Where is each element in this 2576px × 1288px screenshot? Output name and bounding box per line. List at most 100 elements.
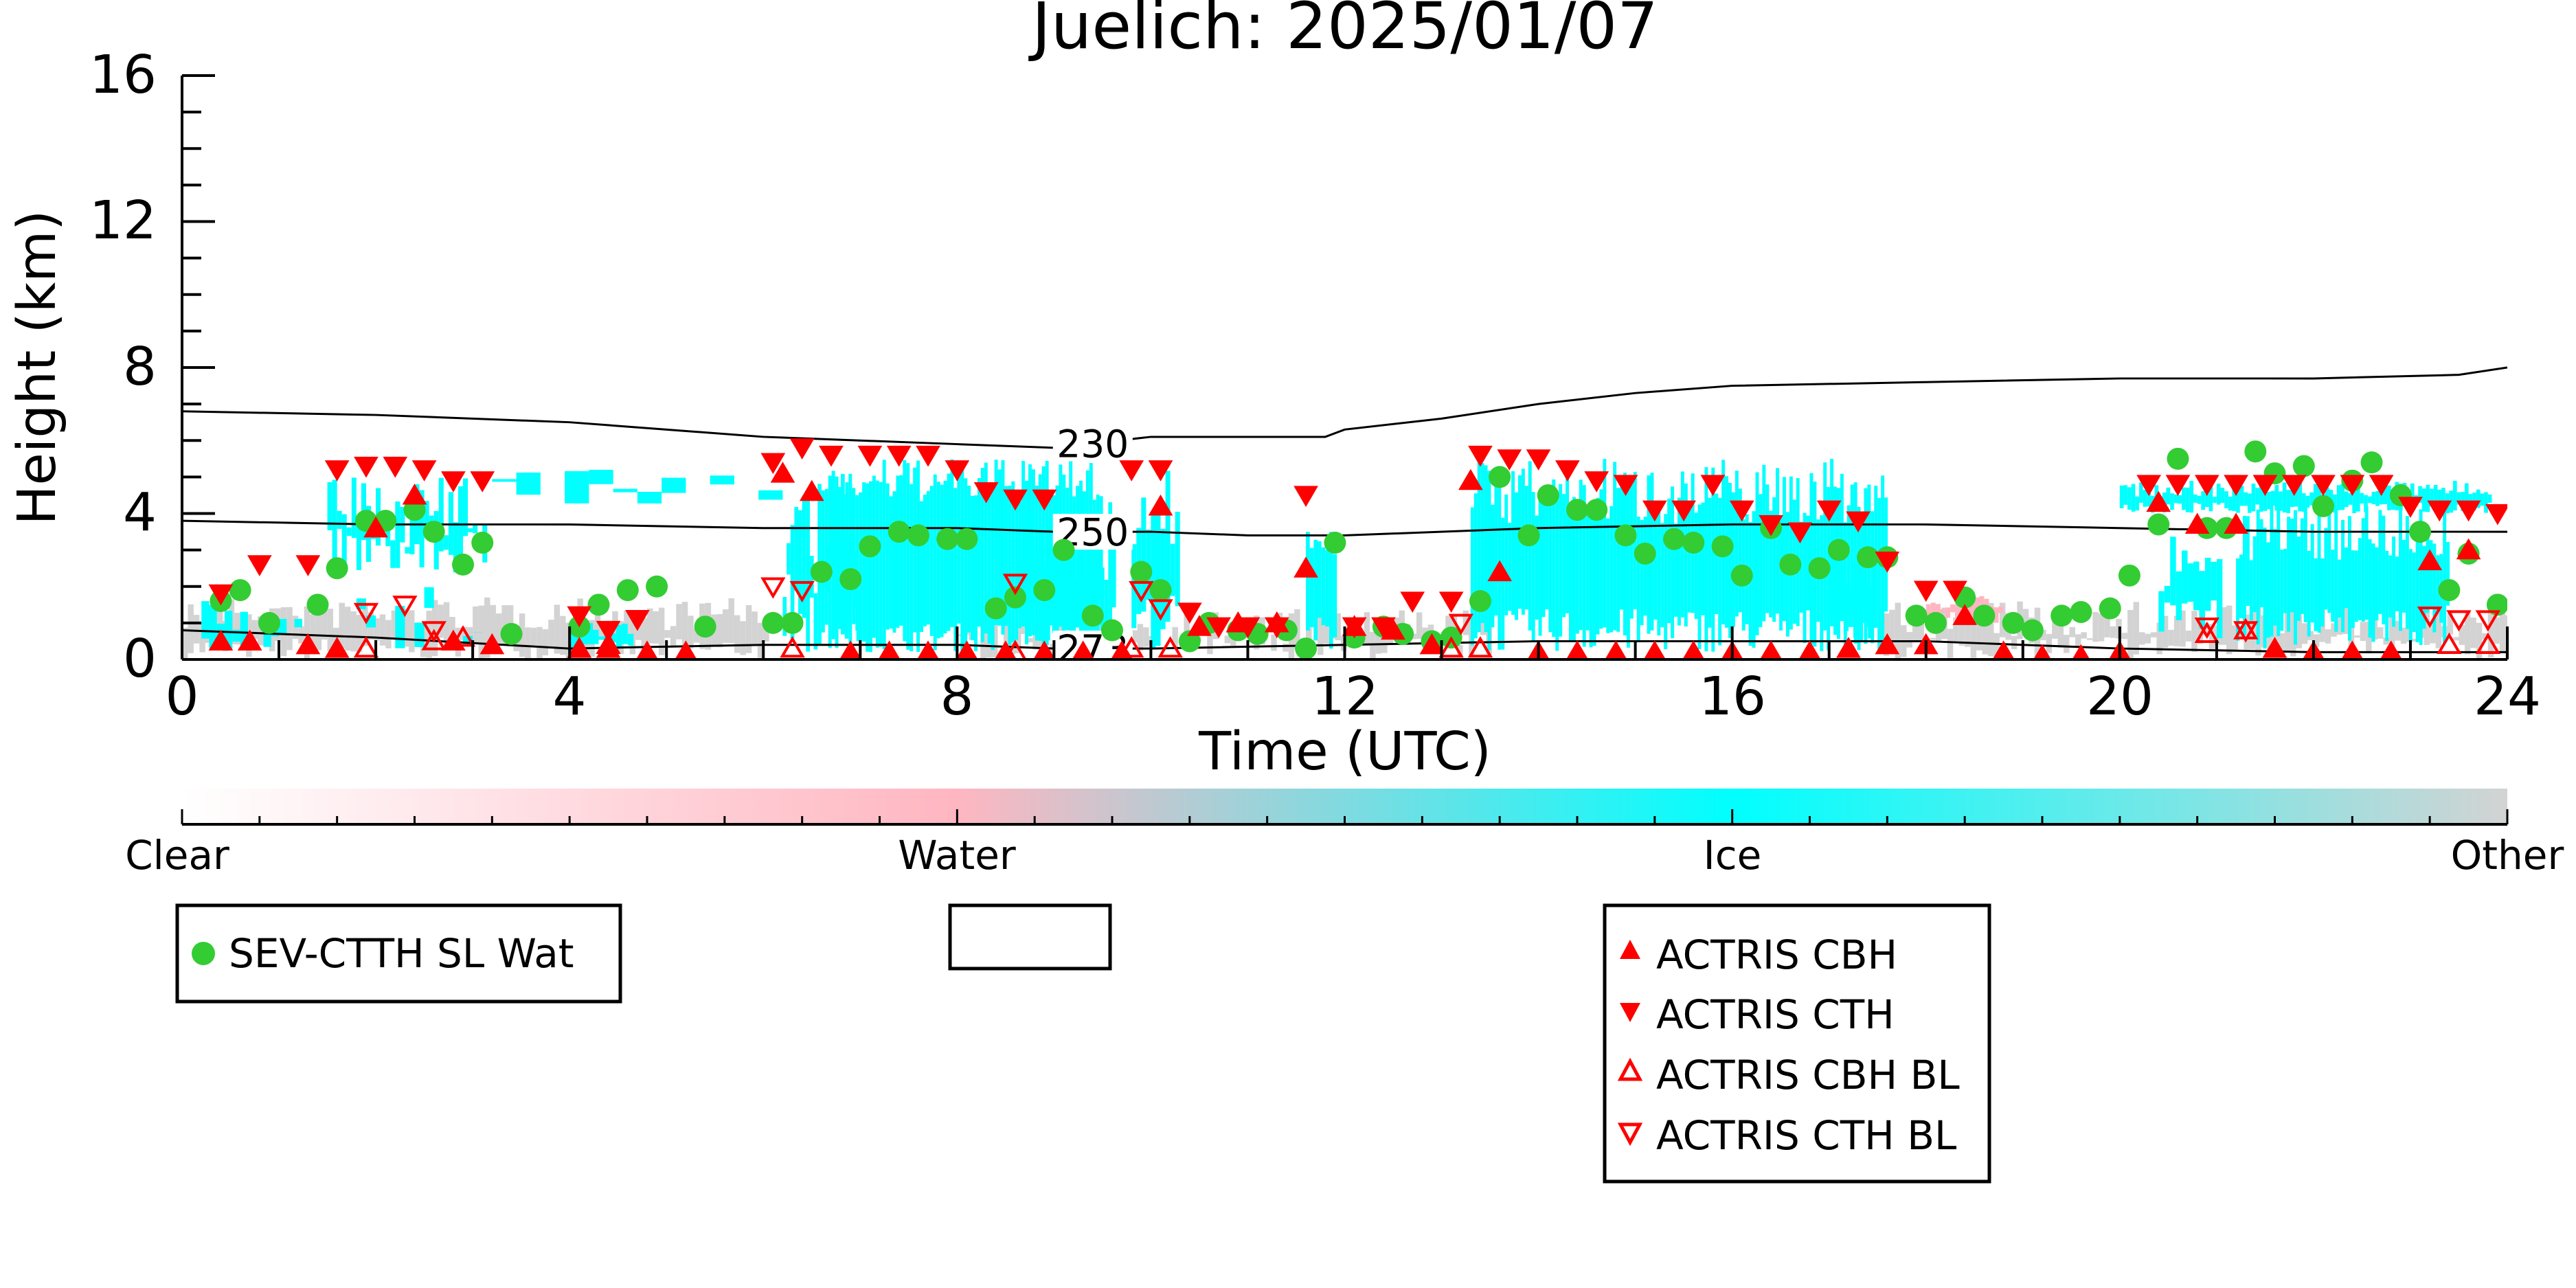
data-point	[916, 445, 940, 467]
data-point	[1004, 586, 1026, 609]
data-point	[2475, 632, 2500, 654]
data-point	[1711, 535, 1734, 558]
data-point	[1846, 511, 1871, 533]
data-point	[1467, 636, 1493, 658]
legend-sev-label: SEV-CTTH SL Wat	[229, 930, 574, 977]
contour-line-230	[182, 366, 2507, 449]
colorbar-label-other: Other	[2451, 832, 2564, 879]
data-point	[1438, 591, 1464, 613]
legend-actris-cbh-marker	[1620, 940, 1640, 959]
data-point	[421, 629, 447, 651]
data-point	[1177, 602, 1202, 624]
data-point	[1469, 590, 1491, 612]
data-point	[694, 615, 716, 638]
data-point	[2417, 607, 2443, 629]
colorbar-ticks	[181, 809, 2509, 824]
data-point	[781, 611, 804, 634]
data-point	[1671, 500, 1696, 522]
data-point	[295, 633, 321, 655]
data-point	[1700, 475, 1726, 496]
series-4	[353, 574, 2500, 643]
plot-axes	[181, 74, 2509, 661]
data-point	[646, 575, 668, 598]
data-point	[2398, 497, 2423, 518]
data-point	[2070, 600, 2092, 623]
data-point	[1642, 500, 1667, 522]
data-point	[780, 636, 805, 658]
data-point	[1438, 636, 1464, 658]
legend-actris-cbh-bl-label: ACTRIS CBH BL	[1656, 1052, 1960, 1098]
data-point	[1924, 611, 1947, 634]
data-point	[450, 625, 476, 647]
data-point	[1264, 617, 1289, 639]
data-point	[326, 557, 348, 580]
chart-title: Juelich: 2025/01/07	[1028, 0, 1658, 64]
data-point	[1566, 499, 1588, 521]
data-point	[237, 629, 262, 651]
data-point	[857, 445, 883, 467]
data-point	[1584, 471, 1609, 493]
data-point	[1875, 551, 1900, 573]
legend-sev-marker	[192, 942, 215, 965]
legend-actris-cbh-bl-marker	[1617, 1057, 1643, 1081]
data-point	[1448, 613, 1473, 635]
data-point	[819, 445, 844, 467]
data-point	[596, 620, 621, 642]
data-point	[635, 640, 659, 659]
mask-region	[2158, 536, 2223, 639]
data-point	[2136, 475, 2161, 496]
data-point	[353, 636, 379, 658]
data-point	[1992, 640, 2015, 659]
data-point	[2427, 500, 2452, 522]
data-point	[479, 633, 505, 655]
legend-sev: SEV-CTTH SL Wat	[175, 903, 622, 1004]
data-point	[1913, 580, 1939, 602]
legend-actris-cth-bl-label: ACTRIS CTH BL	[1656, 1112, 1956, 1159]
data-point	[383, 456, 408, 478]
data-point	[1585, 499, 1608, 521]
data-point	[1033, 640, 1056, 659]
data-point	[567, 606, 592, 628]
x-tick-label: 24	[2474, 666, 2541, 727]
data-point	[2262, 637, 2287, 658]
data-point	[1730, 564, 1753, 587]
data-point	[452, 553, 475, 576]
x-axis-label: Time (UTC)	[1198, 721, 1491, 782]
data-point	[888, 521, 910, 543]
data-point	[1857, 546, 1879, 569]
data-point	[402, 483, 427, 505]
data-point	[789, 580, 815, 603]
data-point	[353, 602, 379, 624]
data-point	[1157, 636, 1183, 658]
data-point	[1798, 640, 1821, 659]
data-point	[1148, 460, 1173, 482]
data-point	[878, 640, 901, 659]
data-point	[907, 524, 929, 547]
legend-sev-box	[175, 903, 622, 1004]
data-point	[1032, 489, 1057, 511]
data-point	[1003, 489, 1028, 511]
data-point	[2118, 564, 2140, 587]
data-point	[324, 460, 350, 482]
data-point	[363, 516, 388, 538]
data-point	[762, 611, 784, 634]
data-point	[2033, 644, 2052, 659]
data-point	[760, 577, 786, 599]
data-point	[1293, 556, 1318, 578]
data-point	[258, 611, 280, 634]
y-tick-label: 16	[89, 45, 157, 106]
contour-label-bg	[1052, 425, 1133, 462]
data-point	[392, 596, 418, 618]
data-point	[2194, 621, 2219, 644]
data-point	[2165, 475, 2191, 496]
data-point	[422, 521, 445, 543]
data-point	[2194, 617, 2219, 640]
data-point	[994, 640, 1017, 659]
data-point	[2369, 475, 2394, 496]
data-point	[984, 597, 1007, 620]
data-point	[295, 555, 321, 576]
data-point	[1517, 524, 1540, 547]
data-point	[2184, 512, 2210, 534]
data-point	[1489, 466, 1511, 488]
y-axis-label: Height (km)	[7, 210, 68, 526]
